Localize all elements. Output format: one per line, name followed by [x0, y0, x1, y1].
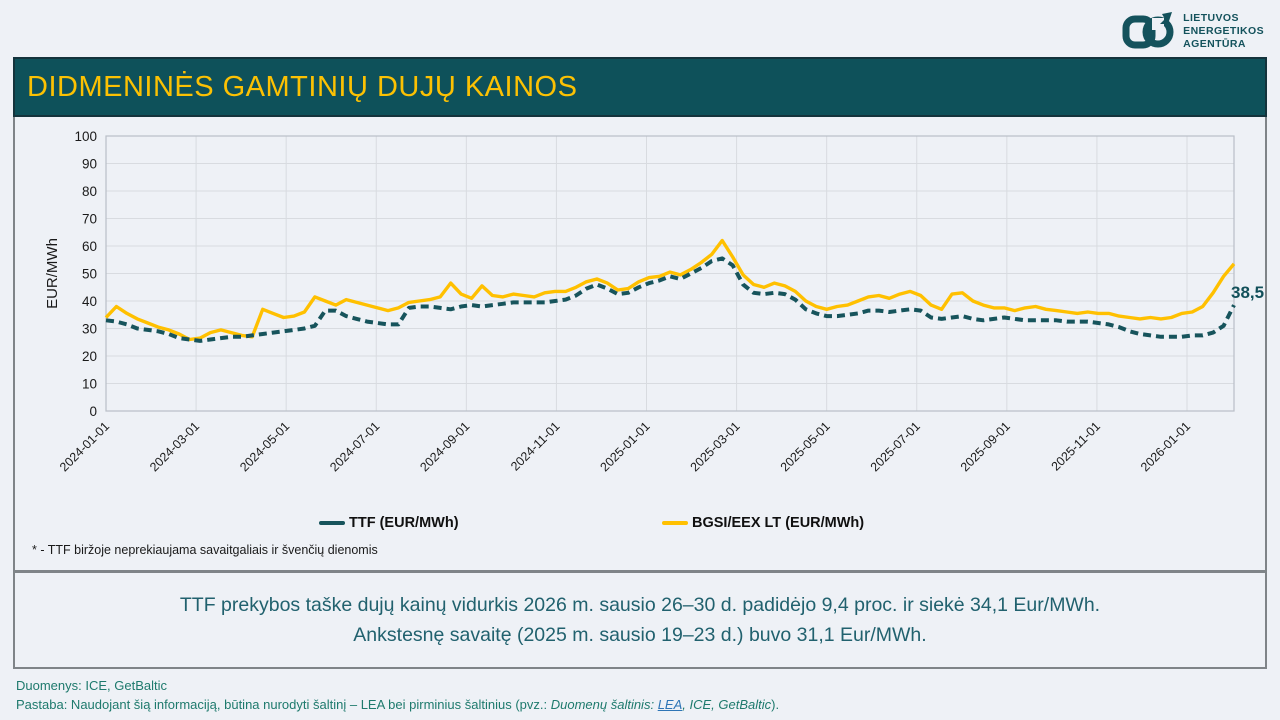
- x-tick-label: 2025-07-01: [868, 419, 923, 474]
- x-tick-label: 2024-07-01: [327, 419, 382, 474]
- bgsi-line-swatch: [662, 521, 688, 525]
- footer: Duomenys: ICE, GetBaltic Pastaba: Naudoj…: [16, 676, 779, 714]
- x-tick-label: 2025-11-01: [1049, 419, 1103, 473]
- bgsi-line: [104, 238, 1236, 342]
- lea-logo-icon: [1122, 12, 1174, 49]
- y-tick-label: 0: [89, 404, 97, 419]
- legend-label-bgsi: BGSI/EEX LT (EUR/MWh): [692, 515, 865, 531]
- logo-line-3: AGENTŪRA: [1183, 37, 1246, 50]
- lea-logo-text: LIETUVOS ENERGETIKOS AGENTŪRA: [1183, 12, 1264, 51]
- x-tick-label: 2025-09-01: [958, 419, 1013, 474]
- y-tick-label: 10: [82, 377, 97, 392]
- footer-note-close: ).: [771, 697, 780, 712]
- footer-note: Pastaba: Naudojant šią informaciją, būti…: [16, 695, 779, 714]
- x-tick-label: 2024-05-01: [237, 419, 292, 474]
- price-chart: 0 10 20 30 40 50 60 70 80 90 100 EUR/MWh 2024-01-01 2…: [44, 129, 1236, 474]
- x-tick-label: 2025-03-01: [688, 419, 743, 474]
- plot-border: [105, 135, 1235, 412]
- legend-entry-bgsi[interactable]: BGSI/EEX LT (EUR/MWh): [662, 513, 864, 533]
- chart-footnote: * - TTF biržoje neprekiaujama savaitgali…: [32, 543, 378, 557]
- x-tick-label: 2024-03-01: [147, 419, 202, 474]
- summary-line-2: Ankstesnę savaitę (2025 m. sausio 19–23 …: [353, 624, 927, 646]
- x-tick-label: 2024-11-01: [508, 419, 562, 473]
- y-tick-label: 20: [82, 349, 97, 364]
- x-tick-label: 2026-01-01: [1138, 419, 1193, 474]
- y-tick-label: 60: [82, 239, 97, 254]
- header-bar: DIDMENINĖS GAMTINIŲ DUJŲ KAINOS: [13, 57, 1267, 117]
- x-tick-label: 2025-01-01: [598, 419, 653, 474]
- y-tick-label: 50: [82, 267, 97, 282]
- x-tick-label: 2024-09-01: [417, 419, 472, 474]
- y-tick-label: 100: [74, 129, 97, 144]
- legend-entry-ttf[interactable]: TTF (EUR/MWh): [319, 513, 459, 533]
- y-tick-label: 90: [82, 157, 97, 172]
- footer-note-prefix: Pastaba: Naudojant šią informaciją, būti…: [16, 697, 551, 712]
- y-tick-label: 30: [82, 322, 97, 337]
- x-tick-label: 2024-01-01: [57, 419, 112, 474]
- ttf-line-swatch: [319, 521, 345, 525]
- footer-note-italic: Duomenų šaltinis:: [550, 697, 658, 712]
- summary-panel: TTF prekybos taške dujų kainų vidurkis 2…: [13, 572, 1267, 669]
- y-axis-title: EUR/MWh: [44, 238, 61, 309]
- legend-label-ttf: TTF (EUR/MWh): [349, 515, 459, 531]
- lea-link[interactable]: LEA: [657, 697, 683, 712]
- chart-panel: 0 10 20 30 40 50 60 70 80 90 100 EUR/MWh 2024-01-01 2…: [13, 117, 1267, 572]
- ttf-line: [105, 256, 1236, 343]
- y-tick-label: 80: [82, 184, 97, 199]
- y-tick-label: 70: [82, 212, 97, 227]
- footer-note-after: , ICE, GetBaltic: [682, 697, 772, 712]
- logo-line-1: LIETUVOS: [1183, 11, 1239, 24]
- page-title: DIDMENINĖS GAMTINIŲ DUJŲ KAINOS: [27, 70, 578, 103]
- footer-sources: Duomenys: ICE, GetBaltic: [16, 678, 167, 693]
- x-tick-label: 2025-05-01: [778, 419, 833, 474]
- summary-line-1: TTF prekybos taške dujų kainų vidurkis 2…: [179, 594, 1101, 616]
- logo-line-2: ENERGETIKOS: [1183, 24, 1264, 37]
- y-tick-label: 40: [82, 294, 97, 309]
- last-value-label: 38,5: [1231, 283, 1265, 302]
- lea-logo: LIETUVOS ENERGETIKOS AGENTŪRA: [1122, 10, 1264, 52]
